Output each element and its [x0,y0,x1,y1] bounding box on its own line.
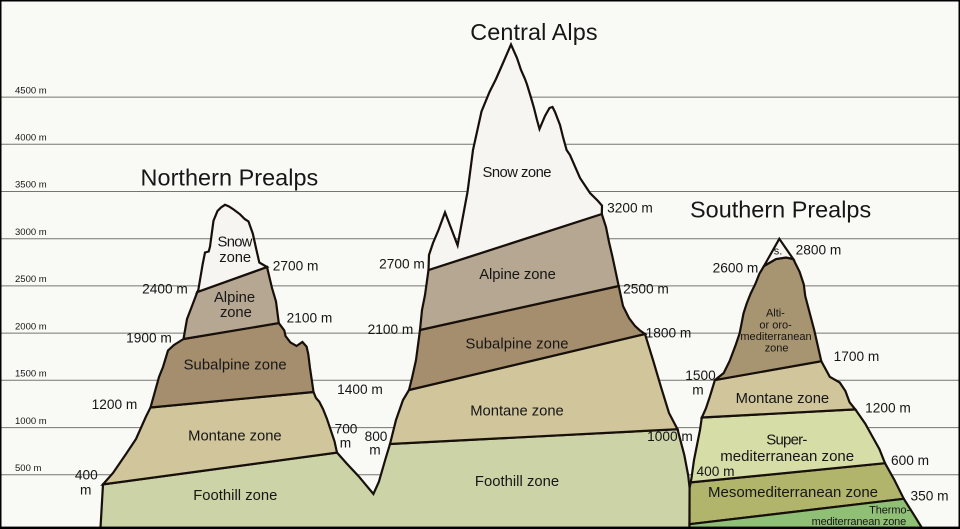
svg-text:2500 m: 2500 m [623,282,669,297]
svg-text:4500 m: 4500 m [15,85,47,96]
svg-text:Snow: Snow [218,235,253,251]
svg-text:500 m: 500 m [15,463,41,474]
svg-text:Snow zone: Snow zone [483,165,552,181]
svg-text:Alpine: Alpine [214,290,255,306]
svg-text:m: m [369,443,380,458]
svg-text:800: 800 [365,429,388,444]
svg-text:Montane zone: Montane zone [188,429,282,445]
svg-text:Mesomediterranean zone: Mesomediterranean zone [708,484,878,501]
svg-text:400 m: 400 m [696,464,734,479]
svg-text:m: m [80,483,91,498]
svg-text:Central Alps: Central Alps [470,19,597,45]
svg-text:4000 m: 4000 m [15,133,47,144]
svg-text:Thermo-: Thermo- [869,505,910,517]
svg-text:3500 m: 3500 m [15,180,47,191]
svg-text:s.: s. [774,246,783,258]
svg-text:zone: zone [219,250,251,266]
svg-text:1500: 1500 [685,368,716,383]
svg-text:Alpine zone: Alpine zone [479,267,556,283]
svg-text:1000 m: 1000 m [647,429,693,444]
svg-text:2100 m: 2100 m [287,311,333,326]
svg-text:Alti-: Alti- [766,308,785,320]
svg-text:1500 m: 1500 m [15,369,47,380]
svg-text:1400 m: 1400 m [337,382,383,397]
svg-text:1200 m: 1200 m [865,401,911,416]
svg-text:Montane zone: Montane zone [470,404,564,420]
svg-text:2100 m: 2100 m [368,322,414,337]
svg-text:m: m [692,383,703,398]
svg-text:400: 400 [75,468,98,483]
svg-text:600 m: 600 m [891,453,929,468]
svg-text:Southern Prealps: Southern Prealps [690,196,871,222]
svg-text:mediterranean zone: mediterranean zone [812,516,907,528]
svg-text:2700 m: 2700 m [379,257,425,272]
svg-text:Subalpine zone: Subalpine zone [184,358,287,374]
svg-text:m: m [340,436,351,451]
svg-text:Super-: Super- [766,432,807,449]
svg-text:700: 700 [335,422,358,437]
svg-text:3000 m: 3000 m [15,227,47,238]
svg-text:zone: zone [220,305,252,321]
svg-text:Northern Prealps: Northern Prealps [141,164,319,190]
svg-text:1700 m: 1700 m [834,349,880,364]
svg-text:2000 m: 2000 m [15,321,47,332]
svg-text:Montane zone: Montane zone [736,391,830,407]
svg-text:Foothill zone: Foothill zone [475,474,559,490]
svg-text:2700 m: 2700 m [273,258,319,273]
svg-text:2600 m: 2600 m [713,261,759,276]
svg-text:3200 m: 3200 m [607,201,653,216]
svg-text:1000 m: 1000 m [15,416,47,427]
svg-text:Foothill zone: Foothill zone [193,488,277,504]
svg-text:350 m: 350 m [910,488,948,503]
svg-text:1200 m: 1200 m [92,397,138,412]
svg-text:1900 m: 1900 m [126,331,172,346]
svg-text:1800 m: 1800 m [646,326,692,341]
svg-text:or oro-: or oro- [759,319,792,331]
svg-text:2800 m: 2800 m [796,243,842,258]
svg-text:mediterranean: mediterranean [740,331,811,343]
svg-text:2400 m: 2400 m [142,282,188,297]
svg-text:Subalpine zone: Subalpine zone [466,337,569,353]
svg-text:2500 m: 2500 m [15,274,47,285]
svg-text:mediterranean zone: mediterranean zone [720,448,854,465]
svg-text:zone: zone [765,343,789,355]
